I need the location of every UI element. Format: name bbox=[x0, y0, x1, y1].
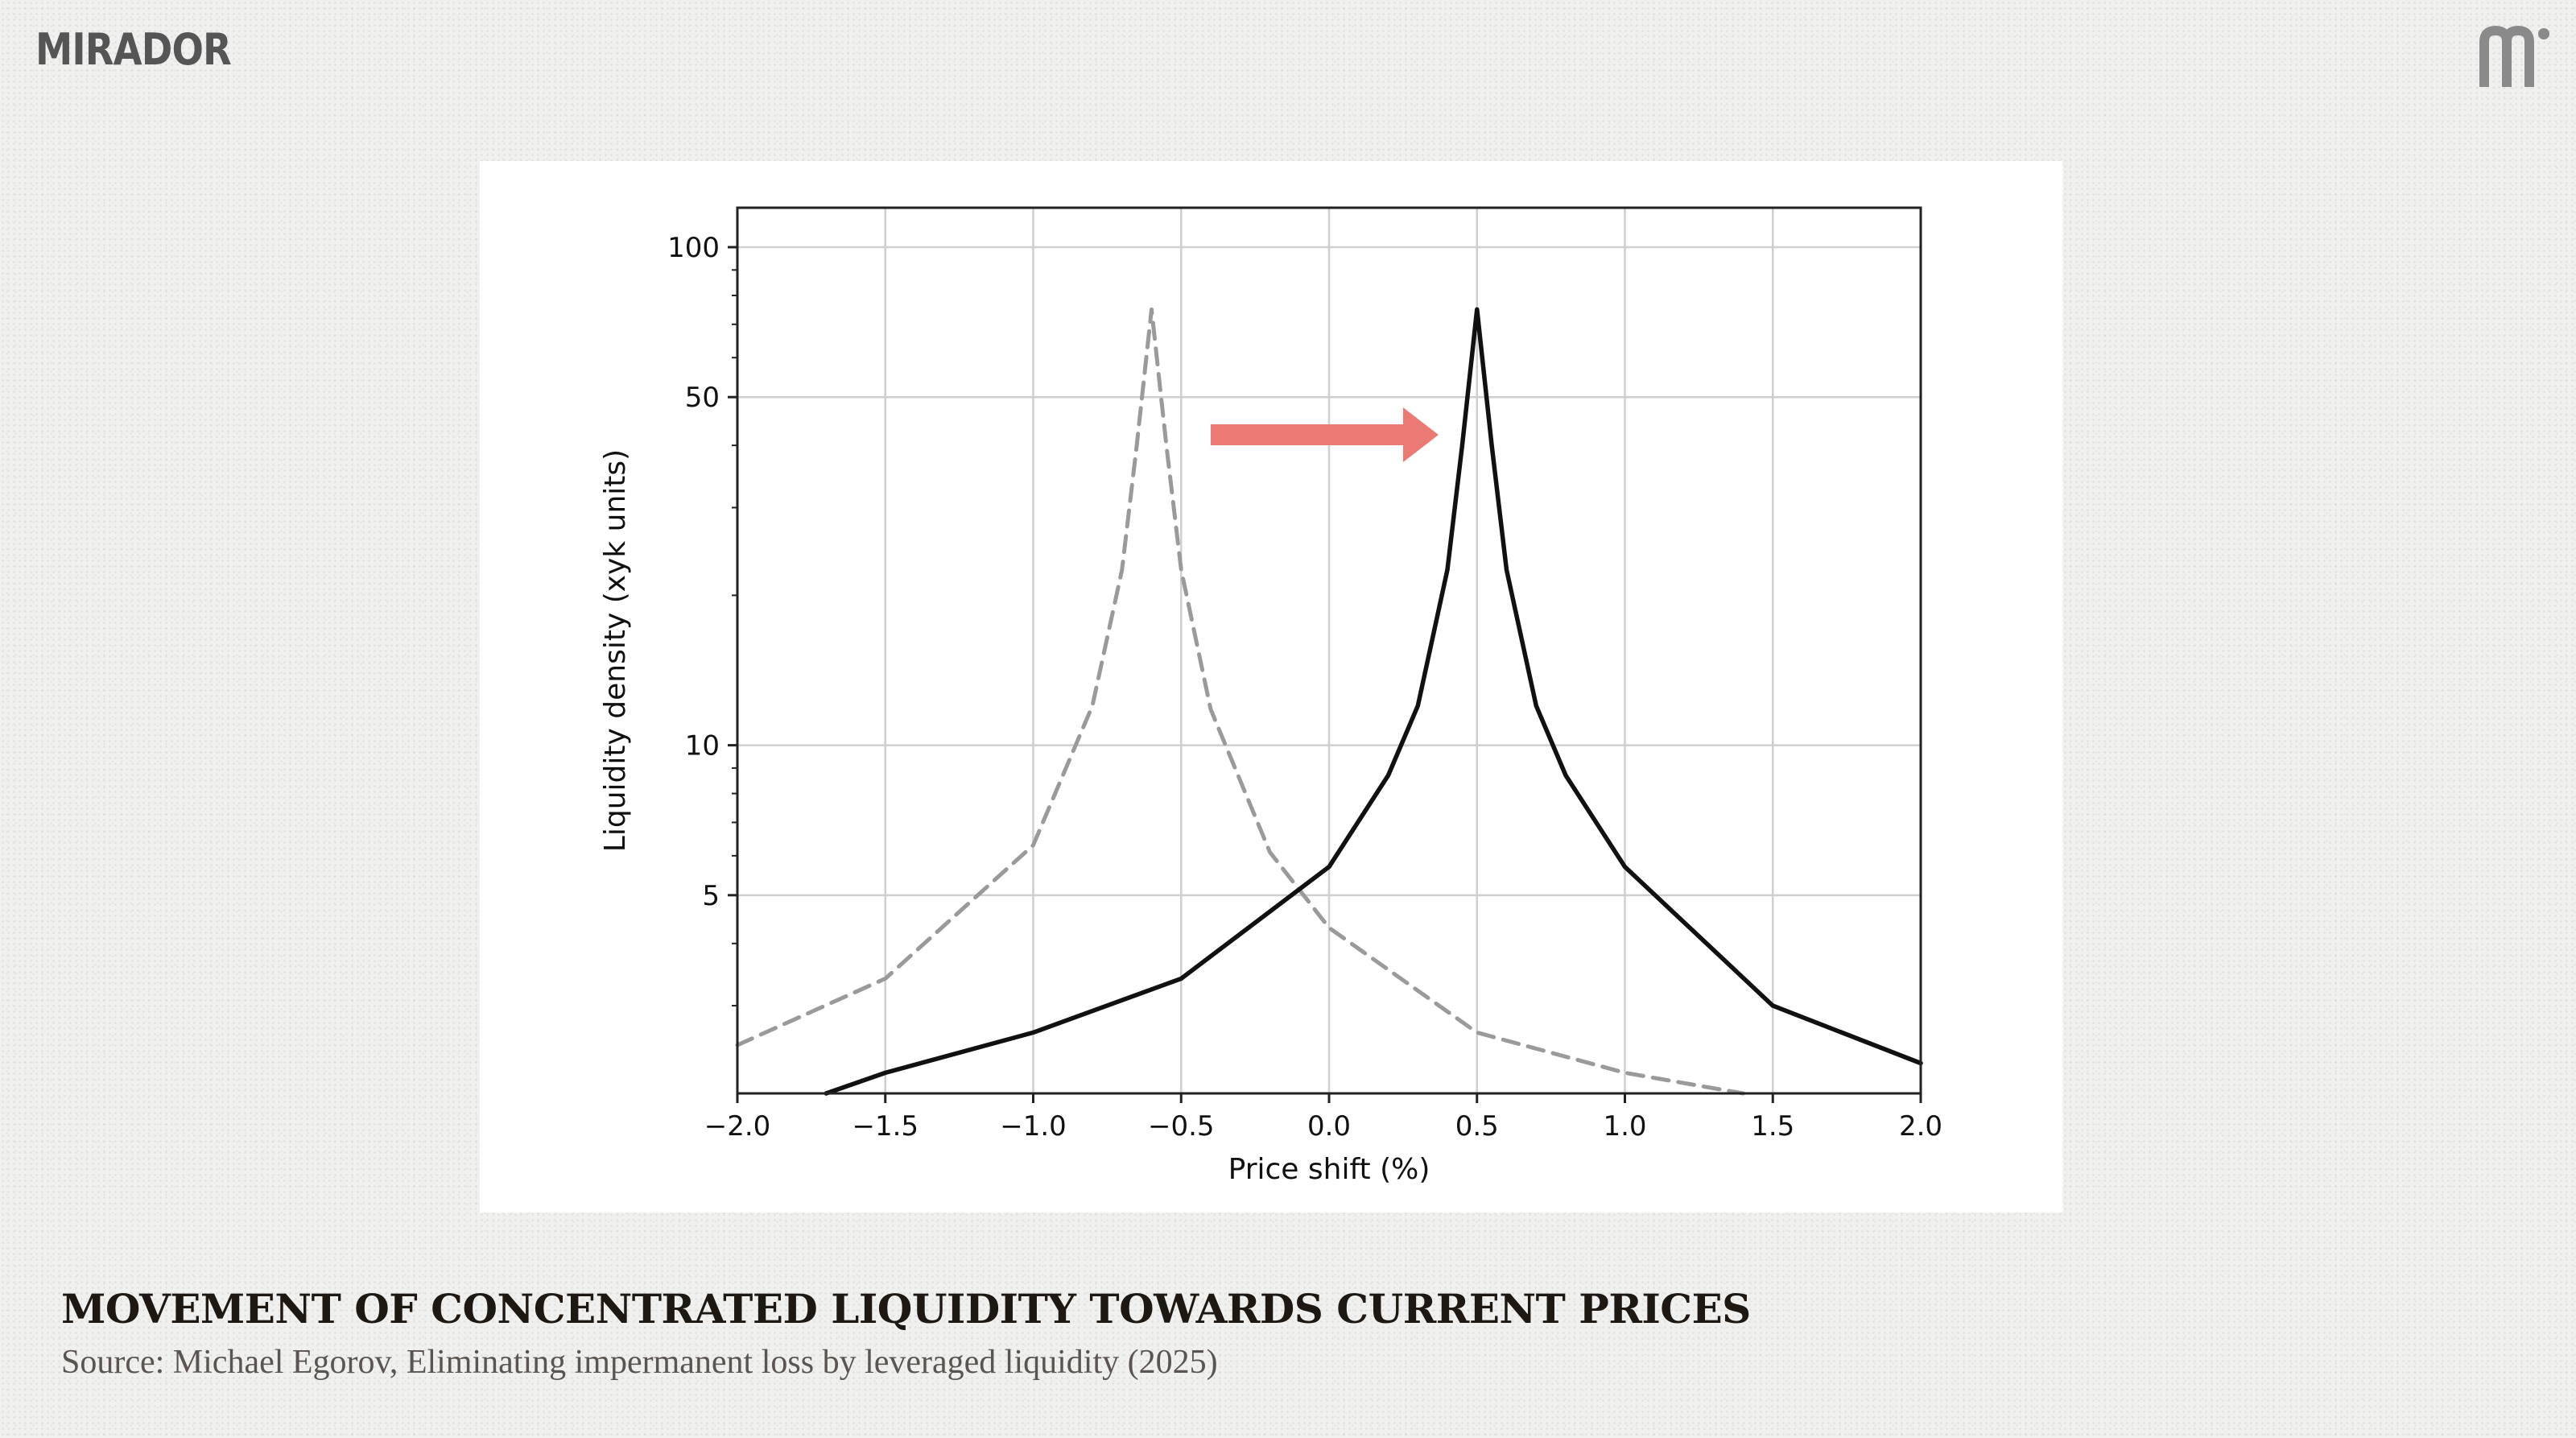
mirador-m-icon bbox=[2479, 25, 2549, 87]
caption-title: MOVEMENT OF CONCENTRATED LIQUIDITY TOWAR… bbox=[61, 1285, 1751, 1333]
x-tick-label: 0.0 bbox=[1307, 1110, 1351, 1143]
y-tick-label: 5 bbox=[702, 880, 720, 912]
x-tick-label: −1.0 bbox=[1000, 1110, 1067, 1143]
ticks: −2.0 −1.5 −1.0 −0.5 0.0 0.5 1.0 1.5 2.0 5 10 50 100 bbox=[667, 232, 1942, 1143]
series-line-solid bbox=[824, 307, 1923, 1096]
series-layer bbox=[735, 307, 1923, 1096]
grid bbox=[736, 208, 1922, 1093]
y-tick-label: 50 bbox=[685, 382, 720, 414]
x-tick-label: −1.5 bbox=[852, 1110, 919, 1143]
brand-logo: MIRADOR bbox=[35, 24, 232, 75]
x-tick-label: 1.0 bbox=[1603, 1110, 1646, 1143]
x-tick-label: 2.0 bbox=[1899, 1110, 1942, 1143]
y-tick-label: 100 bbox=[667, 232, 720, 264]
series-line-dashed bbox=[735, 307, 1745, 1096]
y-tick-label: 10 bbox=[685, 730, 720, 762]
x-tick-label: −2.0 bbox=[704, 1110, 771, 1143]
y-axis-label: Liquidity density (xyk units) bbox=[599, 449, 632, 852]
caption-source: Source: Michael Egorov, Eliminating impe… bbox=[61, 1344, 1218, 1381]
liquidity-density-chart: −2.0 −1.5 −1.0 −0.5 0.0 0.5 1.0 1.5 2.051050100 … bbox=[599, 206, 1942, 1186]
x-tick-label: 1.5 bbox=[1751, 1110, 1794, 1143]
annotations bbox=[1211, 407, 1439, 463]
x-tick-label: −0.5 bbox=[1148, 1110, 1215, 1143]
x-tick-label: 0.5 bbox=[1455, 1110, 1499, 1143]
chart-panel: −2.0 −1.5 −1.0 −0.5 0.0 0.5 1.0 1.5 2.0 5 10 50 100 … bbox=[480, 161, 2062, 1213]
x-axis-label: Price shift (%) bbox=[1228, 1153, 1430, 1186]
shift-arrow bbox=[1211, 407, 1439, 463]
